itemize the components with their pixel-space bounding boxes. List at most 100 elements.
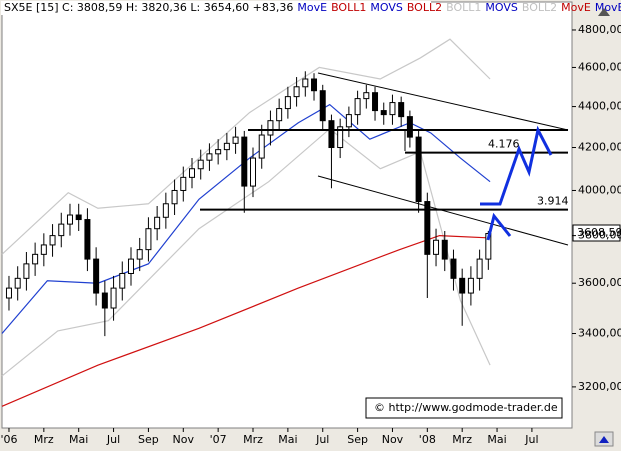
y-tick-label: 3400,00 xyxy=(578,327,621,340)
indicator-line xyxy=(1,38,491,255)
y-tick-label: 4600,00 xyxy=(578,60,621,73)
x-tick-label: Mai xyxy=(487,433,506,446)
candle-body xyxy=(302,78,309,88)
candle-body xyxy=(84,219,91,260)
candle-body xyxy=(189,168,195,178)
candle-body xyxy=(389,102,396,116)
y-tick-label: 4200,00 xyxy=(578,141,621,154)
candle-body xyxy=(337,126,344,149)
header-item: BOLL2 xyxy=(522,1,557,14)
plot-area xyxy=(1,1,573,429)
candle-body xyxy=(110,287,117,309)
candle-body xyxy=(284,96,291,110)
x-tick-label: Sep xyxy=(138,433,159,446)
candle-body xyxy=(250,157,257,187)
candle-body xyxy=(241,136,248,187)
header-item: MOVS xyxy=(485,1,517,14)
candle-body xyxy=(162,203,169,218)
header-item: BOLL2 xyxy=(407,1,442,14)
candle-body xyxy=(58,223,65,237)
y-tick-label: 3600,00 xyxy=(578,276,621,289)
candle-body xyxy=(136,249,143,260)
candle-body xyxy=(363,92,370,100)
x-tick-label: Jul xyxy=(106,433,120,446)
candle-body xyxy=(319,90,326,122)
watermark-box xyxy=(365,397,563,419)
header-item: MovE xyxy=(595,1,621,14)
trend-line xyxy=(317,175,569,246)
y-tick-label: 4400,00 xyxy=(578,100,621,113)
candle-body xyxy=(206,153,213,161)
candle-body xyxy=(450,258,457,279)
candle-body xyxy=(127,258,134,274)
candle-body xyxy=(424,201,431,255)
candle-body xyxy=(5,287,12,299)
candle-body xyxy=(328,120,335,149)
header-item: BOLL1 xyxy=(446,1,481,14)
level-label: 4.176 xyxy=(488,138,520,151)
candle-body xyxy=(406,116,413,138)
x-tick-label: Mrz xyxy=(243,433,263,446)
trend-line xyxy=(317,72,569,131)
candle-body xyxy=(40,244,47,255)
scroll-up-icon[interactable] xyxy=(598,8,610,16)
candle-body xyxy=(293,86,300,98)
candle-body xyxy=(380,110,387,116)
forecast-path xyxy=(486,212,512,241)
watermark: © http://www.godmode-trader.de xyxy=(374,401,558,414)
x-tick-label: '08 xyxy=(419,433,436,446)
forecast-path xyxy=(480,125,553,206)
x-tick-label: Sep xyxy=(347,433,368,446)
header-item: MovE xyxy=(561,1,591,14)
y-tick-label: 3800,00 xyxy=(578,229,621,242)
candle-body xyxy=(93,258,100,294)
x-tick-label: '07 xyxy=(210,433,227,446)
candle-body xyxy=(32,253,39,265)
header-item: BOLL1 xyxy=(331,1,366,14)
candle-body xyxy=(459,277,466,294)
header-item: MovE xyxy=(297,1,327,14)
candle-body xyxy=(476,258,483,279)
candle-body xyxy=(398,102,405,118)
header: SX5E [15] C: 3808,59 H: 3820,36 L: 3654,… xyxy=(4,1,621,14)
candle-body xyxy=(258,134,265,159)
candle-body xyxy=(345,114,352,128)
x-tick-label: Mrz xyxy=(34,433,54,446)
header-bg xyxy=(1,1,431,15)
candle-body xyxy=(223,142,230,151)
candle-body xyxy=(49,235,56,246)
last-price-label: 3608,59 xyxy=(577,226,621,239)
x-tick-label: Mrz xyxy=(452,433,472,446)
candle-body xyxy=(145,228,152,251)
candle-body xyxy=(276,108,283,122)
plot: 4.176 3.914 xyxy=(1,38,569,407)
candle-body xyxy=(372,92,379,112)
candle-body xyxy=(197,159,204,170)
indicator-line xyxy=(1,128,491,377)
candle-body xyxy=(232,136,239,144)
candle-body xyxy=(441,239,448,260)
x-tick-label: '06 xyxy=(0,433,17,446)
candle-body xyxy=(14,277,21,289)
candle-body xyxy=(180,176,187,191)
level-label: 3.914 xyxy=(537,195,569,208)
candle-body xyxy=(467,277,474,294)
candle-body xyxy=(119,272,126,289)
x-tick-label: Mai xyxy=(69,433,88,446)
header-item: SX5E [15] C: 3808,59 H: 3820,36 L: 3654,… xyxy=(4,1,293,14)
candle-body xyxy=(354,98,361,116)
x-tick-label: Nov xyxy=(173,433,195,446)
x-tick-label: Nov xyxy=(382,433,404,446)
scroll-icon xyxy=(599,436,609,443)
candle-body xyxy=(267,120,274,136)
candle-body xyxy=(75,214,82,221)
x-tick-label: Mai xyxy=(278,433,297,446)
y-tick-label: 4000,00 xyxy=(578,183,621,196)
candle-body xyxy=(415,136,422,203)
indicator-line xyxy=(1,235,491,407)
candle-body xyxy=(101,292,108,309)
candle-body xyxy=(66,214,73,225)
x-tick-label: Jul xyxy=(315,433,329,446)
y-tick-label: 4800,00 xyxy=(578,23,621,36)
